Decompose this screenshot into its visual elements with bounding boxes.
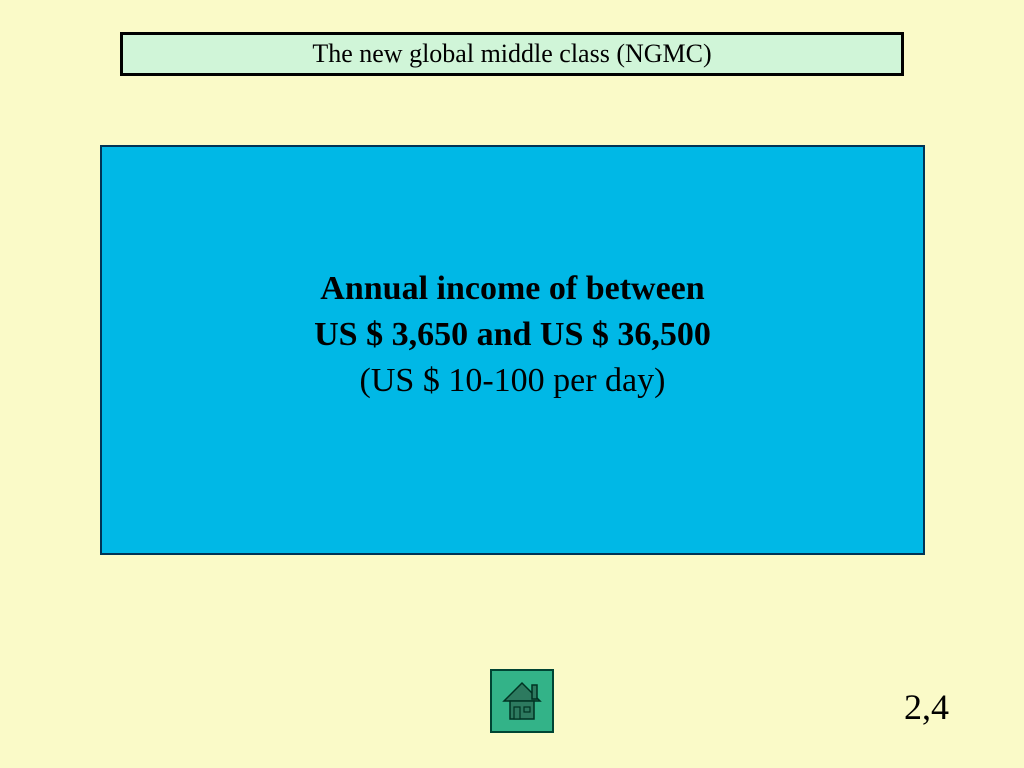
- answer-line-1: Annual income of between: [314, 266, 711, 312]
- answer-panel: Annual income of between US $ 3,650 and …: [100, 145, 925, 555]
- answer-text-block: Annual income of between US $ 3,650 and …: [314, 266, 711, 404]
- answer-line-2: US $ 3,650 and US $ 36,500: [314, 312, 711, 358]
- answer-line-3: (US $ 10-100 per day): [314, 358, 711, 404]
- home-icon: [498, 675, 546, 728]
- home-button[interactable]: [490, 669, 554, 733]
- slide-position-label: 2,4: [904, 686, 949, 728]
- category-header: The new global middle class (NGMC): [120, 32, 904, 76]
- category-title: The new global middle class (NGMC): [312, 39, 711, 69]
